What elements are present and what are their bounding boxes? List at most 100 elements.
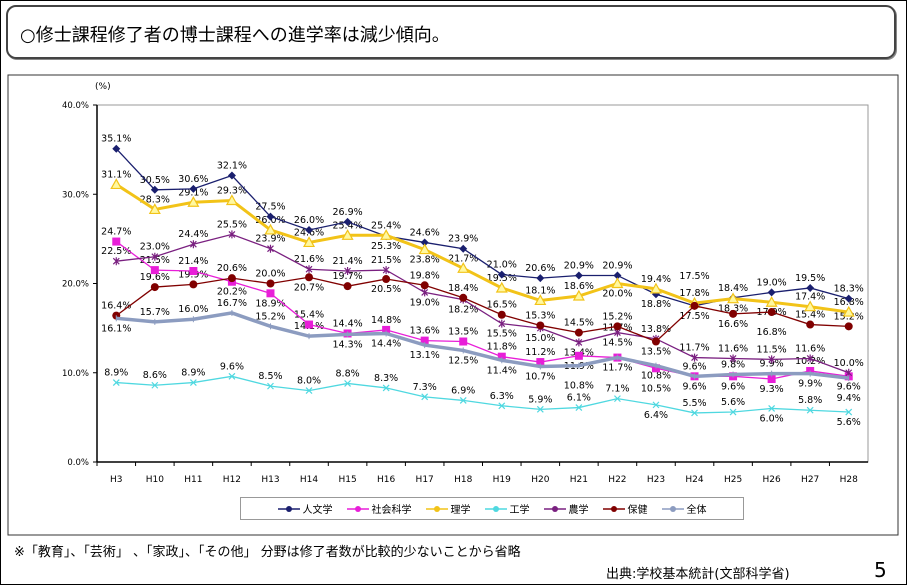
y-tick-label: 40.0% [62,101,89,111]
data-label: 6.0% [760,413,784,424]
data-point-marker [613,271,622,280]
data-point-marker [729,309,738,318]
data-point-marker [536,274,545,283]
y-tick-label: 10.0% [62,369,89,379]
data-label: 23.0% [140,242,170,253]
data-point-marker [844,322,853,331]
data-point-marker [420,238,429,247]
series-3 [112,372,853,417]
data-point-marker [691,409,698,417]
data-point-marker [497,310,506,319]
data-label: 9.8% [721,360,745,371]
data-point-marker [691,353,698,362]
data-label: 23.9% [255,234,285,245]
data-label: 23.9% [448,234,478,245]
x-tick-label: H11 [184,475,202,485]
data-label: 20.0% [255,269,285,280]
legend-swatch-icon [277,505,300,512]
data-label: 8.9% [181,368,205,379]
data-label: 17.5% [679,311,709,322]
data-label: 19.8% [410,270,440,281]
data-point-marker [767,374,776,383]
data-point-marker [380,229,393,240]
x-tick-label: H15 [338,475,356,485]
data-label: 8.9% [104,368,128,379]
chart-legend: 人文学 社会科学 理学 工学 農学 保健 全体 [240,497,744,520]
data-label: 35.1% [101,134,131,145]
data-point-marker [652,401,660,409]
data-label: 19.0% [757,277,787,288]
data-label: 9.6% [837,381,861,392]
data-point-marker [420,281,429,290]
data-point-marker [305,273,314,282]
x-tick-label: H19 [493,475,511,485]
data-point-marker [382,266,390,275]
data-label: 28.3% [140,194,170,205]
data-label: 25.4% [371,220,401,231]
data-label: 15.2% [602,311,632,322]
data-point-marker [343,217,352,226]
data-label: 20.2% [217,287,247,298]
data-point-marker [267,382,274,390]
data-label: 14.3% [332,339,362,350]
data-label: 8.0% [297,376,321,387]
data-label: 13.6% [410,326,440,337]
data-label: 16.4% [101,301,131,312]
data-label: 15.7% [140,307,170,318]
data-point-marker [768,405,776,412]
legend-swatch-icon [484,505,507,512]
series-line [116,311,849,380]
data-label: 18.8% [641,299,671,310]
source-citation: 出典:学校基本統計(文部科学省) [606,567,790,582]
data-point-marker [842,305,855,317]
legend-label: 保健 [627,505,648,516]
data-label: 20.5% [371,284,401,295]
legend-swatch-icon [661,505,684,512]
x-tick-label: H25 [724,475,742,485]
data-point-marker [112,257,120,266]
data-point-marker [614,395,621,403]
legend-item: 全体 [661,501,707,516]
y-tick-label: 0.0% [67,458,89,468]
legend-item: 保健 [602,501,648,516]
data-label: 16.0% [178,304,208,315]
x-tick-label: H13 [261,475,279,485]
data-label: 12.5% [448,355,478,366]
data-point-marker [806,406,814,414]
data-point-marker [305,387,313,395]
data-label: 13.5% [448,327,478,338]
data-label: 16.8% [757,327,787,338]
data-point-marker [806,320,815,329]
data-point-marker [498,402,506,410]
data-point-marker [536,405,544,413]
data-point-marker [421,288,429,297]
data-point-marker [804,300,817,312]
data-label: 11.7% [602,363,632,374]
data-label: 18.4% [448,283,478,294]
data-label: 15.2% [255,311,285,322]
data-label: 15.2% [834,311,864,322]
data-label: 26.9% [332,207,362,218]
data-point-marker [459,293,468,302]
data-label: 24.4% [178,229,208,240]
data-label: 15.4% [795,310,825,321]
data-label: 14.8% [371,315,401,326]
data-point-marker [420,336,429,345]
data-point-marker [189,280,198,289]
data-label: 21.4% [178,256,208,267]
data-point-marker [228,230,236,239]
series-line [116,375,849,414]
data-label: 22.5% [101,246,131,257]
data-point-marker [574,271,583,280]
data-point-marker [266,279,275,288]
x-tick-label: H17 [416,475,434,485]
data-label: 5.5% [682,398,706,409]
data-point-marker [768,355,776,364]
data-point-marker [150,185,159,194]
data-point-marker [189,267,198,276]
legend-item: 社会科学 [346,501,412,516]
data-point-marker [303,236,316,248]
x-tick-label: H16 [377,475,395,485]
data-label: 11.4% [487,365,517,376]
legend-swatch-icon [602,505,625,512]
